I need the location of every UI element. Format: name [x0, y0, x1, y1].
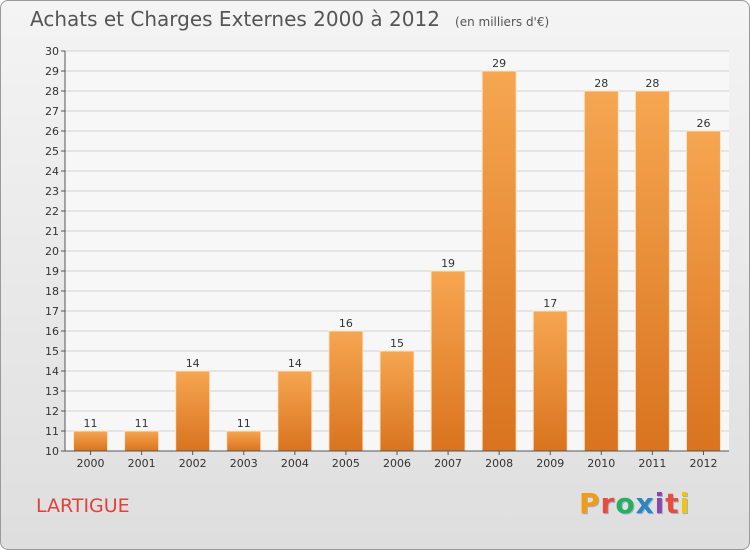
y-tick-label: 16	[45, 325, 59, 338]
axes: 10 11 12 13 14 15 16 17 18 19 20 21 22 23 24 25 26 27 28 29…	[45, 45, 729, 470]
bar-2006	[379, 350, 415, 452]
data-label-2010: 28	[594, 77, 608, 90]
x-tick-label-2009: 2009	[536, 457, 564, 470]
data-label-2002: 14	[186, 357, 200, 370]
data-label-2009: 17	[543, 297, 557, 310]
logo-letter: o	[615, 487, 636, 520]
y-tick-label: 10	[45, 445, 59, 458]
logo-letter: i	[679, 487, 691, 520]
x-tick-label-2001: 2001	[128, 457, 156, 470]
logo-letter: r	[600, 487, 616, 520]
y-tick-label: 11	[45, 425, 59, 438]
bar-2007	[430, 270, 466, 452]
logo-letter: i	[654, 487, 666, 520]
y-tick-label: 17	[45, 305, 59, 318]
y-tick-label: 25	[45, 145, 59, 158]
y-tick-label: 18	[45, 285, 59, 298]
data-label-2003: 11	[237, 417, 251, 430]
chart-subtitle: (en milliers d'€)	[455, 15, 550, 29]
y-tick-label: 19	[45, 265, 59, 278]
x-tick-label-2008: 2008	[485, 457, 513, 470]
y-tick-label: 28	[45, 85, 59, 98]
data-labels: 11 11 14 11 14 16 15 19 29 17 28 28 26	[84, 57, 711, 430]
bar-2010	[583, 90, 619, 452]
y-tick-label: 27	[45, 105, 59, 118]
data-label-2011: 28	[645, 77, 659, 90]
data-label-2008: 29	[492, 57, 506, 70]
x-tick-label-2003: 2003	[230, 457, 258, 470]
data-label-2000: 11	[84, 417, 98, 430]
bar-2012	[685, 130, 721, 452]
bar-2000	[73, 430, 109, 452]
data-label-2005: 16	[339, 317, 353, 330]
data-label-2012: 26	[696, 117, 710, 130]
logo-letter: t	[665, 487, 680, 520]
x-tick-label-2012: 2012	[689, 457, 717, 470]
x-tick-label-2005: 2005	[332, 457, 360, 470]
y-tick-label: 15	[45, 345, 59, 358]
y-tick-label: 12	[45, 405, 59, 418]
y-tick-label: 21	[45, 225, 59, 238]
x-tick-label-2010: 2010	[587, 457, 615, 470]
y-tick-label: 23	[45, 185, 59, 198]
chart-heading: Achats et Charges Externes 2000 à 2012 (…	[30, 7, 549, 31]
data-label-2006: 15	[390, 337, 404, 350]
bar-2009	[532, 310, 568, 452]
bars	[73, 70, 721, 452]
bar-2004	[277, 370, 313, 452]
y-tick-label: 29	[45, 65, 59, 78]
logo-letter: x	[635, 487, 655, 520]
bar-2001	[124, 430, 160, 452]
y-tick-label: 24	[45, 165, 59, 178]
chart-title: Achats et Charges Externes 2000 à 2012	[30, 7, 440, 31]
bar-2008	[481, 70, 517, 452]
y-tick-label: 14	[45, 365, 59, 378]
y-tick-label: 22	[45, 205, 59, 218]
y-tick-label: 26	[45, 125, 59, 138]
proxiti-logo: Proxiti	[579, 487, 690, 520]
bar-2011	[634, 90, 670, 452]
bar-2002	[175, 370, 211, 452]
y-tick-label: 13	[45, 385, 59, 398]
x-tick-label-2007: 2007	[434, 457, 462, 470]
x-tick-label-2002: 2002	[179, 457, 207, 470]
x-tick-label-2004: 2004	[281, 457, 309, 470]
x-tick-label-2011: 2011	[638, 457, 666, 470]
bar-2005	[328, 330, 364, 452]
data-label-2001: 11	[135, 417, 149, 430]
town-name: LARTIGUE	[36, 495, 130, 517]
data-label-2007: 19	[441, 257, 455, 270]
y-tick-label: 20	[45, 245, 59, 258]
x-tick-label-2006: 2006	[383, 457, 411, 470]
x-tick-label-2000: 2000	[77, 457, 105, 470]
data-label-2004: 14	[288, 357, 302, 370]
bar-2003	[226, 430, 262, 452]
y-tick-label: 30	[45, 45, 59, 58]
logo-letter: P	[579, 487, 601, 520]
